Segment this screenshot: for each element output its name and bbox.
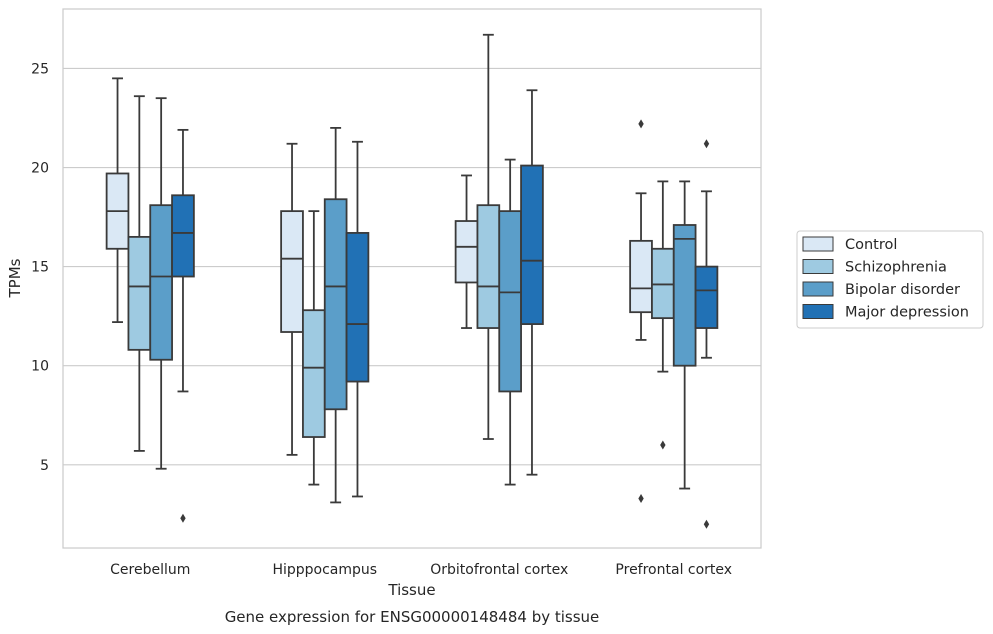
outlier-point bbox=[638, 493, 644, 503]
y-axis-label: TPMs bbox=[6, 258, 24, 298]
box bbox=[323, 126, 348, 504]
legend-swatch bbox=[802, 304, 834, 319]
box bbox=[149, 97, 173, 470]
box-iqr bbox=[345, 232, 370, 383]
legend-swatch bbox=[802, 281, 834, 297]
box-iqr bbox=[323, 198, 348, 411]
box-iqr bbox=[629, 239, 653, 314]
outlier-point bbox=[180, 513, 186, 523]
box bbox=[171, 128, 195, 523]
y-tick-label: 20 bbox=[31, 161, 49, 177]
box bbox=[520, 89, 544, 476]
y-tick-label: 15 bbox=[31, 260, 49, 276]
legend-label: Schizophrenia bbox=[845, 260, 947, 276]
y-tick-label: 10 bbox=[31, 359, 49, 375]
legend-label: Control bbox=[845, 237, 897, 253]
x-tick-label: Hipppocampus bbox=[272, 562, 377, 578]
box-iqr bbox=[476, 204, 501, 329]
box-iqr bbox=[302, 309, 326, 438]
box bbox=[629, 119, 653, 503]
box bbox=[280, 142, 304, 456]
box-iqr bbox=[454, 220, 479, 284]
x-tick-label: Orbitofrontal cortex bbox=[430, 562, 568, 578]
outlier-point bbox=[703, 139, 710, 149]
box-iqr bbox=[651, 247, 675, 320]
legend-label: Major depression bbox=[845, 305, 969, 321]
box bbox=[345, 140, 370, 498]
box-iqr bbox=[171, 194, 195, 278]
box-iqr bbox=[149, 204, 173, 361]
x-tick-label: Cerebellum bbox=[110, 562, 190, 578]
box-iqr bbox=[694, 265, 719, 329]
legend-label: Bipolar disorder bbox=[845, 282, 960, 298]
x-axis-label: Tissue bbox=[387, 581, 435, 599]
box-iqr bbox=[498, 210, 522, 393]
outlier-point bbox=[638, 119, 644, 129]
outlier-point bbox=[703, 519, 710, 529]
box bbox=[476, 33, 501, 440]
box-iqr bbox=[672, 224, 697, 367]
y-tick-label: 25 bbox=[31, 61, 49, 77]
box-iqr bbox=[127, 235, 152, 351]
box-iqr bbox=[520, 164, 544, 325]
legend: Control Schizophrenia Bipolar disorder Majo… bbox=[796, 230, 984, 329]
x-tick-label: Prefrontal cortex bbox=[615, 562, 732, 578]
x-tick-labels: Cerebellum Hipppocampus Orbitofrontal cort… bbox=[110, 562, 732, 578]
box bbox=[651, 180, 675, 450]
chart-caption: Gene expression for ENSG00000148484 by t… bbox=[225, 608, 600, 626]
outlier-point bbox=[660, 440, 666, 450]
box bbox=[672, 180, 697, 490]
y-tick-labels: 5 10 15 20 25 bbox=[31, 61, 49, 473]
legend-swatch bbox=[802, 259, 834, 274]
box-groups bbox=[105, 33, 719, 529]
y-tick-label: 5 bbox=[40, 458, 49, 474]
legend-frame bbox=[796, 230, 984, 329]
legend-swatch bbox=[802, 236, 834, 252]
box bbox=[694, 139, 719, 529]
box-iqr bbox=[280, 210, 304, 333]
box bbox=[105, 77, 130, 323]
plot-frame bbox=[62, 8, 762, 549]
